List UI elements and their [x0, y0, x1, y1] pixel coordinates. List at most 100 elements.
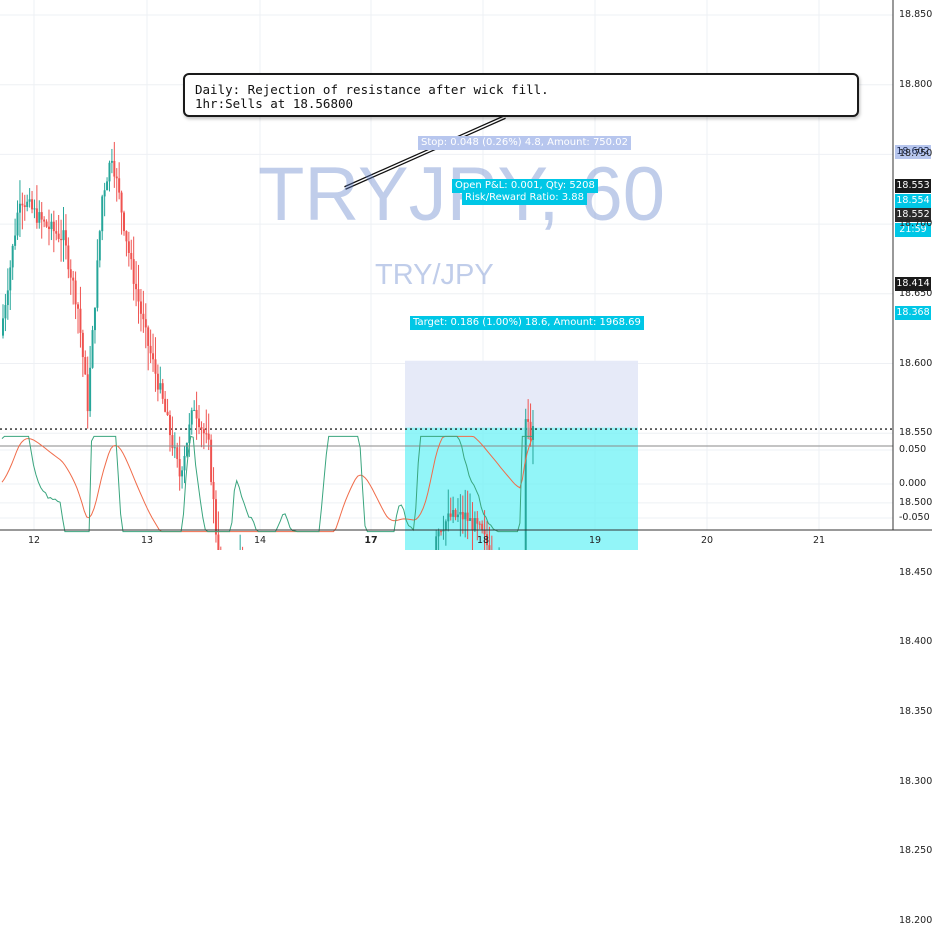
price-tick-label: 18.850 — [899, 9, 932, 20]
candle-body — [529, 421, 532, 440]
candle-body — [452, 509, 455, 517]
callout-arrow-core — [344, 116, 506, 189]
price-tick-label: 18.700 — [899, 218, 932, 230]
candle-body — [471, 518, 474, 531]
candle-body — [23, 205, 26, 207]
candle-body — [52, 221, 55, 232]
candle-body — [98, 231, 101, 261]
note-line-2: 1hr:Sells at 18.56800 — [195, 96, 354, 111]
candle-body — [115, 176, 118, 179]
candle-body — [164, 398, 167, 412]
candle-body — [77, 304, 80, 309]
time-tick-label: 12 — [27, 535, 41, 546]
candle-body — [442, 530, 445, 532]
candle-body — [40, 212, 43, 220]
candle-body — [14, 235, 17, 246]
candle-body — [459, 512, 462, 515]
candle-body — [168, 415, 171, 436]
price-tick-label: 18.250 — [899, 845, 932, 857]
candle-body — [524, 419, 527, 550]
candle-body — [132, 259, 135, 284]
target-price-tag: 18.368 — [895, 306, 931, 320]
candle-body — [110, 160, 113, 163]
support-price-tag: 18.414 — [895, 277, 931, 291]
candle-body — [481, 523, 484, 531]
candle-body — [200, 427, 203, 429]
stop-price-tag: 18.602 — [895, 145, 931, 159]
candle-body — [118, 178, 121, 193]
price-tick-label: 18.350 — [899, 706, 932, 717]
candle-body — [33, 208, 36, 210]
price-tick-label: 18.400 — [899, 636, 932, 648]
candle-body — [93, 307, 96, 331]
candle-body — [149, 345, 152, 354]
candle-body — [488, 545, 491, 550]
candle-body — [152, 353, 155, 360]
level-lines — [0, 428, 893, 430]
candle-body — [108, 162, 111, 182]
candle-body — [38, 212, 41, 223]
candle-body — [31, 199, 34, 210]
price-tick-label: 18.450 — [899, 566, 932, 578]
candle-body — [4, 305, 7, 319]
candle-body — [447, 513, 450, 522]
candle-body — [154, 359, 157, 374]
candle-body — [193, 409, 196, 411]
candle-body — [67, 245, 70, 270]
price-tick-label: 18.650 — [899, 287, 932, 299]
axes — [0, 0, 932, 531]
candle-body — [176, 447, 179, 460]
candle-body — [55, 231, 58, 234]
candle-body — [137, 289, 140, 302]
candle-body — [190, 410, 193, 425]
candle-body — [123, 212, 125, 232]
candle-body — [139, 301, 142, 314]
candle-body — [464, 512, 467, 520]
candle-body — [91, 330, 94, 368]
time-tick-label: 14 — [253, 535, 267, 546]
candle-body — [202, 428, 205, 434]
candle-body — [181, 470, 184, 477]
osc-tick-label: 0.050 — [899, 444, 927, 455]
candle-body — [212, 481, 215, 500]
chart-canvas[interactable] — [0, 0, 932, 550]
candle-body — [6, 290, 9, 306]
pair-watermark: TRY/JPY — [375, 259, 494, 291]
bar-countdown-tag: 21:59 — [895, 223, 931, 237]
candle-body — [11, 245, 14, 268]
target-label: Target: 0.186 (1.00%) 18.6, Amount: 1968… — [410, 316, 644, 330]
candle-body — [142, 313, 145, 320]
candle-body — [106, 181, 109, 191]
candle-body — [159, 383, 162, 390]
last-price-tag: 18.553 — [895, 179, 931, 193]
candle-body — [135, 283, 138, 290]
candle-body — [2, 318, 4, 336]
candle-body — [50, 221, 53, 230]
candle-body — [210, 439, 213, 482]
candle-body — [207, 433, 210, 440]
candle-body — [21, 203, 24, 206]
candle-body — [26, 201, 29, 207]
candle-body — [9, 267, 12, 291]
candle-body — [47, 226, 50, 230]
price-tick-label: 18.200 — [899, 915, 932, 927]
candle-body — [96, 260, 99, 308]
candle-body — [483, 530, 486, 535]
candle-body — [35, 208, 38, 223]
candle-body — [120, 192, 123, 213]
candle-body — [81, 332, 84, 358]
candle-body — [64, 230, 67, 246]
time-tick-label: 20 — [700, 535, 714, 546]
candle-body — [166, 411, 169, 416]
osc-main-line — [1, 435, 532, 533]
callout-arrow — [344, 115, 506, 190]
candle-body — [28, 199, 31, 202]
analysis-note[interactable]: Daily: Rejection of resistance after wic… — [183, 73, 859, 117]
candle-body — [531, 426, 534, 440]
candle-body — [16, 212, 19, 236]
time-tick-label: 17 — [364, 535, 378, 546]
candle-body — [18, 203, 21, 213]
osc-tick-label: 0.000 — [899, 478, 927, 489]
time-tick-label: 18 — [476, 535, 490, 546]
candle-body — [89, 367, 92, 412]
